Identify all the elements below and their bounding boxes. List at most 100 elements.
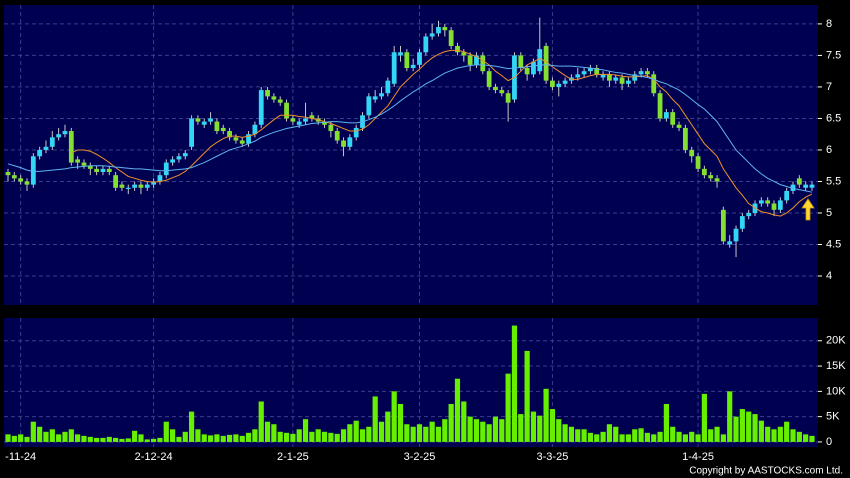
volume-bar [423, 426, 429, 442]
volume-bar [397, 404, 404, 442]
candle-body [62, 131, 68, 135]
volume-bar [201, 434, 207, 442]
candle-body [189, 118, 194, 147]
volume-bar [606, 424, 613, 442]
candle-body [784, 190, 790, 201]
x-tick-label: 2-1-25 [277, 451, 309, 463]
volume-bar [739, 409, 745, 442]
volume-bar [125, 438, 131, 442]
candle-body [277, 99, 283, 103]
candle-body [100, 168, 106, 173]
volume-bar [530, 411, 537, 442]
candle-body [239, 140, 245, 144]
volume-bar [676, 431, 682, 442]
candle-body [49, 137, 55, 147]
candle-body [81, 162, 87, 166]
y-tick-label: 6.5 [826, 112, 841, 124]
candle-body [809, 184, 815, 188]
candle-body [195, 118, 201, 122]
candle-body [220, 127, 226, 132]
candle-body [518, 55, 524, 69]
y-tick-label: 6 [826, 144, 832, 156]
volume-bar [353, 420, 359, 442]
candle-body [417, 52, 422, 65]
candle-body [144, 184, 150, 188]
candle-body [777, 200, 783, 210]
y-tick-label: 5.5 [826, 175, 841, 187]
candle-body [37, 149, 43, 157]
candle-body [714, 178, 720, 182]
volume-bar [777, 426, 783, 442]
volume-bar [708, 429, 714, 442]
volume-bar [537, 415, 543, 442]
volume-bar [264, 421, 271, 442]
volume-bar [214, 434, 220, 442]
candle-body [720, 209, 726, 242]
volume-bar [784, 421, 790, 442]
y-tick-label: 4 [826, 270, 832, 282]
volume-bar [448, 404, 454, 442]
volume-bar [549, 409, 556, 442]
volume-bar [68, 429, 74, 442]
candle-body [290, 118, 296, 122]
candle-body [562, 80, 568, 84]
candle-body [758, 200, 764, 204]
volume-bar [746, 411, 752, 442]
volume-bar [340, 429, 347, 442]
volume-bar [429, 421, 435, 442]
volume-bar [632, 429, 638, 442]
volume-bar [543, 388, 549, 442]
candle-body [423, 36, 429, 53]
volume-bar [625, 434, 632, 442]
candle-body [176, 156, 182, 160]
candle-body [87, 165, 93, 169]
plot-layer: 4 4.5 5 5.5 6 6.5 7 7.5 8 0 5K 10K 15K 20K -11-24 2-12-… [4, 5, 846, 463]
volume-bar [473, 419, 480, 442]
volume-bar [480, 421, 486, 442]
candle-body [322, 121, 327, 125]
arrow-marker [801, 198, 815, 221]
candle-body [132, 184, 138, 188]
volume-bar [138, 434, 144, 442]
candle-body [727, 241, 733, 245]
candle-body [663, 112, 669, 119]
volume-bar [239, 435, 245, 442]
volume-bar [505, 373, 511, 442]
candle-body [125, 187, 131, 189]
volume-bar [163, 421, 169, 442]
candle-body [531, 61, 536, 75]
x-tick-label: 3-2-25 [404, 451, 436, 463]
volume-bar [454, 378, 461, 442]
candle-body [682, 127, 688, 150]
volume-bar [385, 411, 391, 442]
volume-bar [157, 437, 163, 442]
volume-bar [328, 432, 334, 442]
y-tick-label: 5 [826, 207, 832, 219]
volume-panel [4, 318, 818, 447]
volume-bar [226, 434, 233, 442]
volume-bar [5, 434, 11, 442]
candle-body [670, 112, 676, 125]
volume-bar [556, 419, 562, 442]
candle-body [708, 175, 714, 179]
y-tick-label: 15K [826, 360, 846, 372]
volume-bar [689, 431, 695, 442]
candle-body [626, 80, 631, 84]
volume-bar [733, 416, 739, 442]
candle-body [341, 140, 346, 147]
volume-bar [518, 414, 524, 442]
candle-body [803, 184, 809, 188]
candle-body [739, 216, 745, 229]
candle-body [467, 55, 473, 65]
volume-bar [220, 435, 226, 442]
volume-bar [404, 424, 410, 442]
volume-bar [771, 429, 777, 442]
volume-bar [366, 426, 372, 442]
x-tick-label: 2-12-24 [135, 451, 173, 463]
candle-body [271, 96, 277, 100]
candle-body [163, 162, 169, 176]
volume-bar [619, 434, 625, 442]
candle-body [676, 124, 682, 128]
